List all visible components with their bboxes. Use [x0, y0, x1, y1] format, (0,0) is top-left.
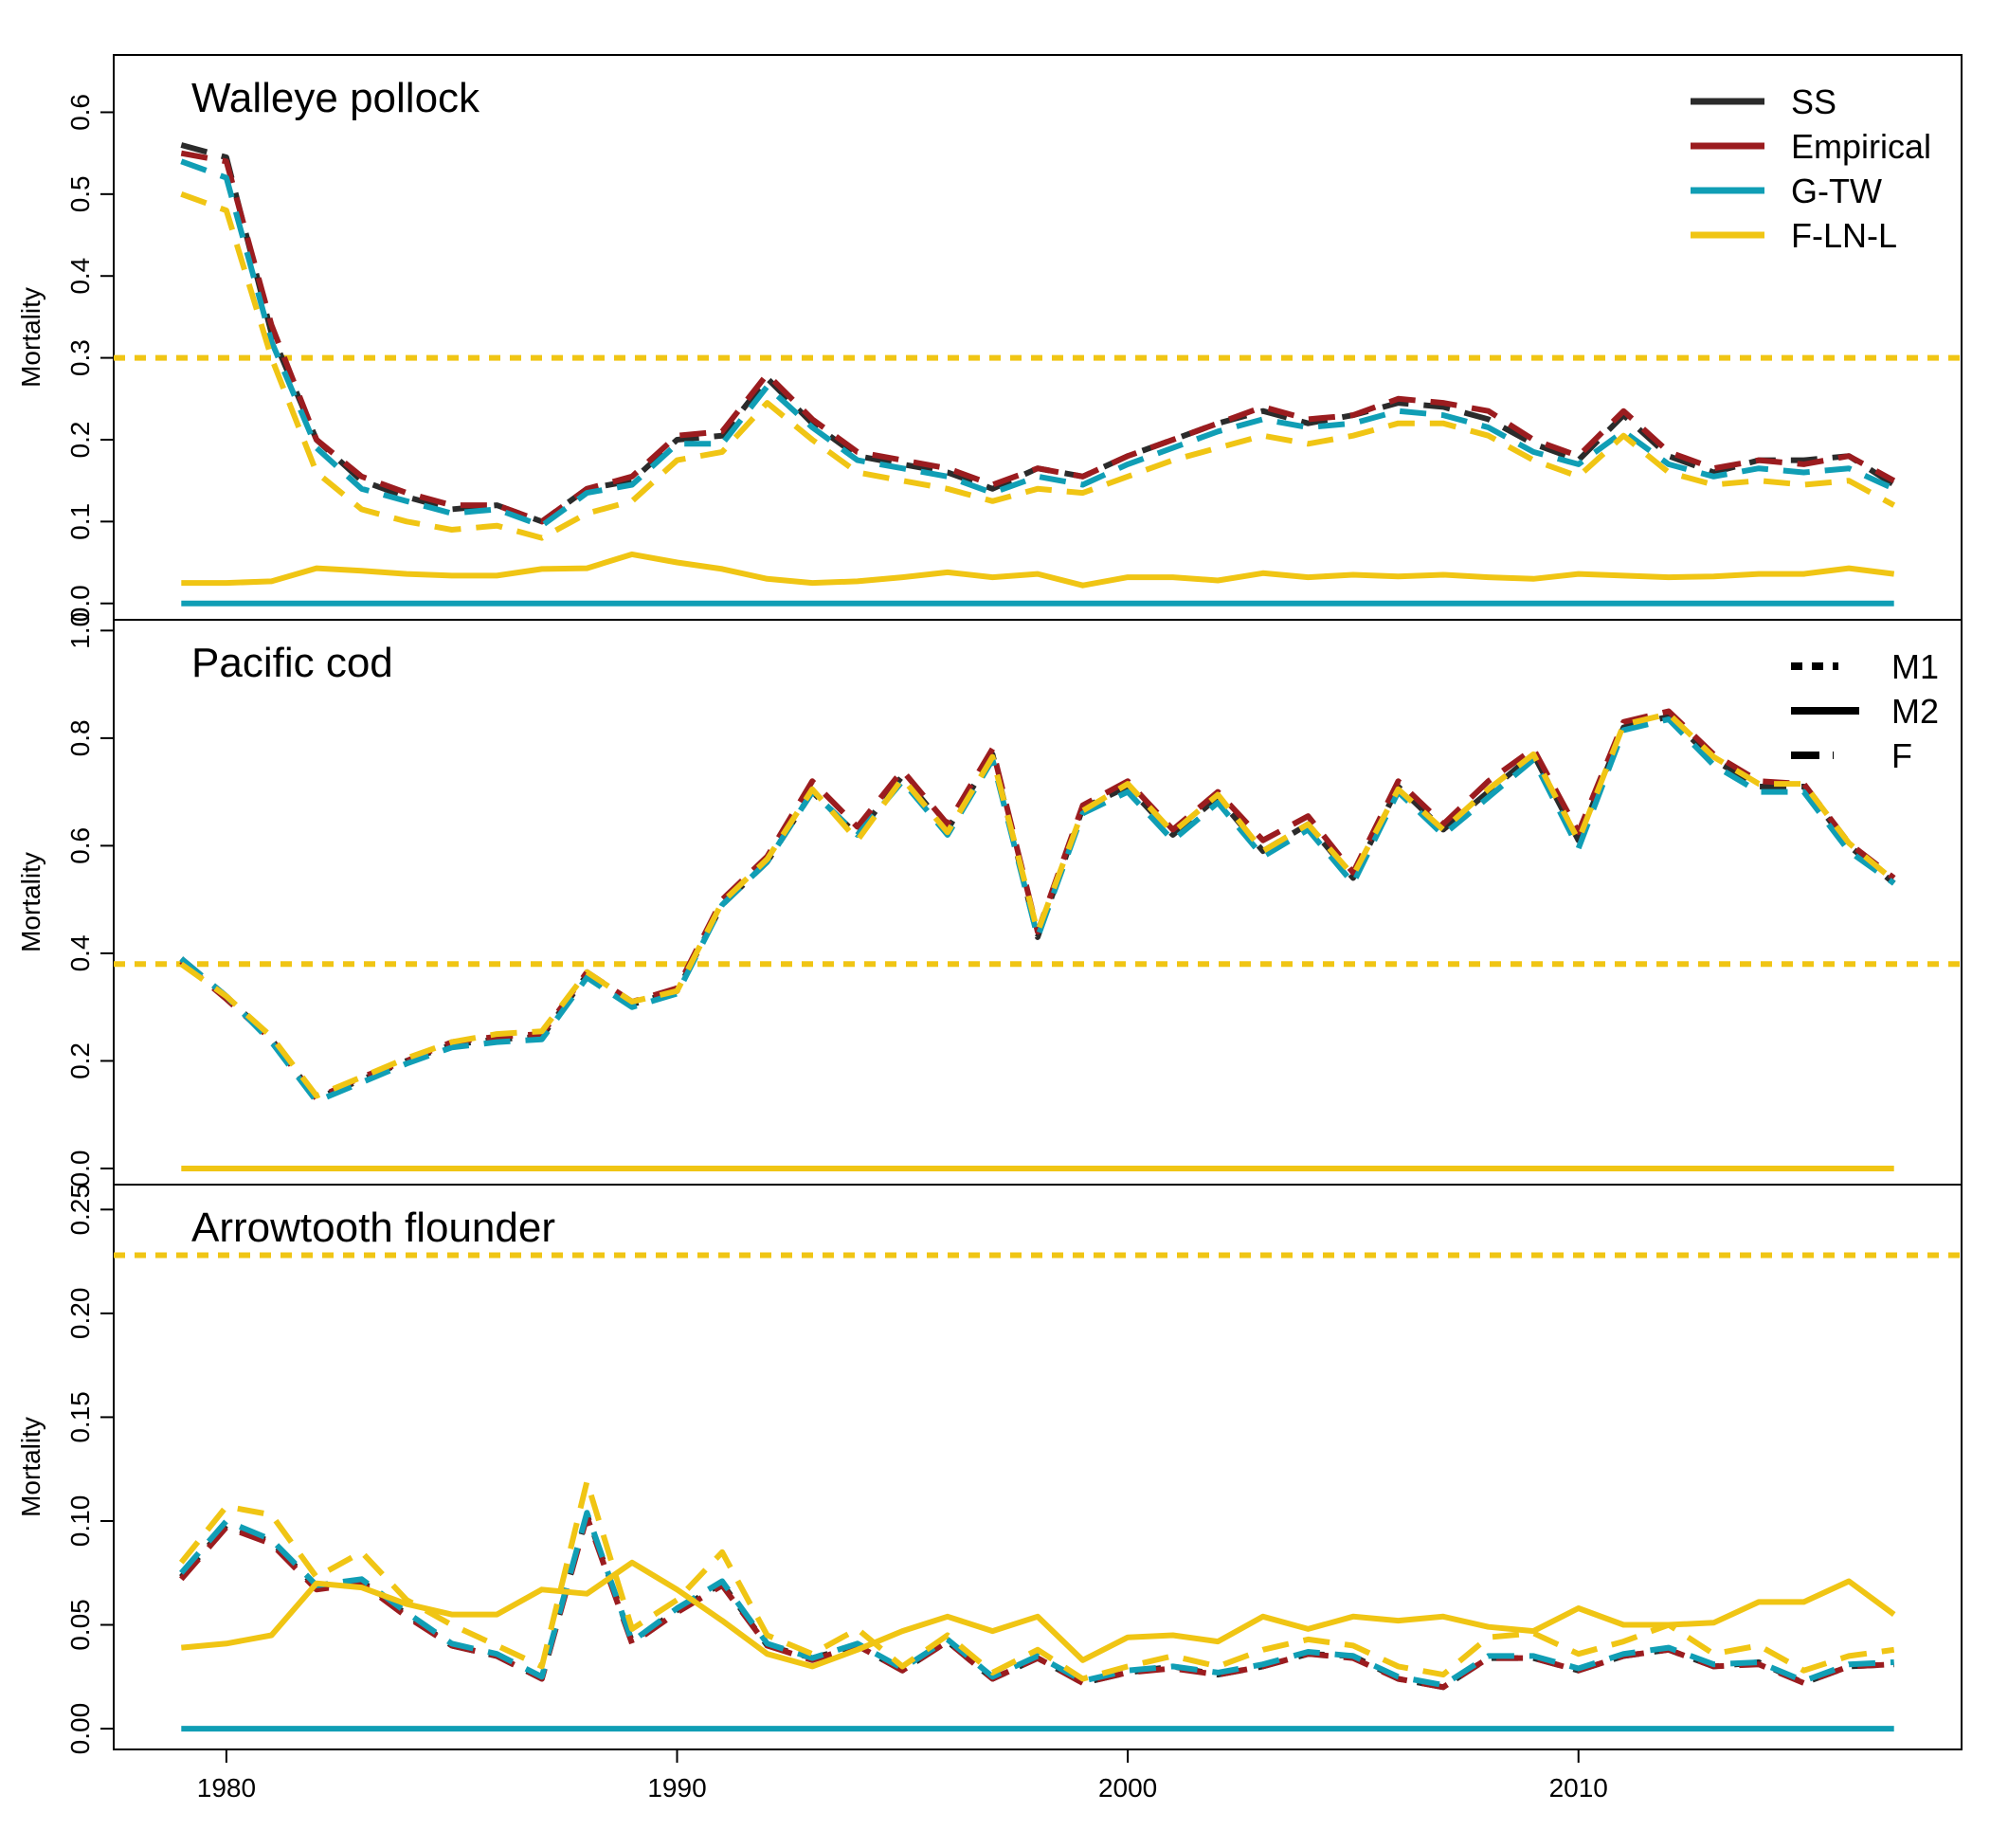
x-axis: 1980 1990 2000 2010 [197, 1748, 1608, 1803]
series-f-f-ln-l [180, 190, 1896, 541]
panel-title: Arrowtooth flounder [191, 1205, 555, 1251]
panel-frame [113, 619, 1963, 1186]
legend-label-f-ln-l: F-LN-L [1791, 216, 1897, 255]
legend-mortality-types: M1 M2 F [1791, 647, 1939, 775]
legend-label-m1: M1 [1891, 647, 1939, 686]
y-tick-label: 0.20 [65, 1288, 95, 1340]
panel-frame [113, 54, 1963, 621]
y-tick-label: 0.6 [65, 94, 95, 131]
series-f-f-ln-l [179, 711, 1896, 1099]
series-layer [114, 142, 1962, 607]
series-layer [114, 1252, 1962, 1732]
y-tick-label: 0.6 [65, 827, 95, 864]
legend-label-empirical: Empirical [1791, 127, 1931, 166]
y-tick-label: 0.8 [65, 719, 95, 756]
x-tick-label: 2010 [1549, 1773, 1608, 1803]
legend-label-m2: M2 [1891, 692, 1939, 731]
panel-arrowtooth-flounder: 0.00 0.05 0.10 0.15 0.20 0.25 Mortality Arrowto… [16, 1184, 1963, 1755]
panel-walleye-pollock: 0.0 0.1 0.2 0.3 0.4 0.5 0.6 Mortality Walleye po… [16, 54, 1963, 622]
y-tick-label: 0.2 [65, 422, 95, 459]
x-tick-label: 1990 [647, 1773, 706, 1803]
series-m2-f-ln-l [181, 551, 1895, 589]
x-tick-label: 2000 [1098, 1773, 1157, 1803]
series-m2-f-ln-l [181, 1559, 1896, 1670]
series-f-g-tw [179, 716, 1896, 1104]
series-f-g-tw [180, 158, 1895, 529]
legend-label-ss: SS [1791, 82, 1836, 121]
y-axis-label: Mortality [16, 852, 45, 952]
series-f-empirical [179, 708, 1896, 1102]
panel-title: Walleye pollock [191, 75, 480, 121]
legend-label-g-tw: G-TW [1791, 172, 1882, 210]
panel-pacific-cod: 0.0 0.2 0.4 0.6 0.8 1.0 Mortality Pacific cod [16, 612, 1963, 1187]
panel-title: Pacific cod [191, 640, 393, 686]
legend-label-f: F [1891, 736, 1912, 775]
y-tick-label: 0.10 [65, 1495, 95, 1548]
y-tick-label: 0.25 [65, 1184, 95, 1236]
x-tick-label: 1980 [197, 1773, 256, 1803]
y-tick-label: 0.4 [65, 934, 95, 971]
y-tick-label: 0.2 [65, 1042, 95, 1079]
y-axis-label: Mortality [16, 287, 45, 388]
series-f-f-ln-l [178, 1478, 1895, 1682]
series-f-empirical [179, 1513, 1894, 1691]
y-tick-label: 0.0 [65, 585, 95, 622]
legend-models: SS Empirical G-TW F-LN-L [1691, 82, 1931, 255]
series-f-empirical [180, 150, 1896, 525]
y-tick-label: 0.00 [65, 1703, 95, 1755]
series-f-ss [180, 142, 1896, 525]
y-tick-label: 0.05 [65, 1599, 95, 1651]
y-axis-label: Mortality [16, 1417, 45, 1517]
y-tick-label: 0.1 [65, 503, 95, 540]
y-tick-label: 1.0 [65, 612, 95, 649]
series-layer [114, 708, 1962, 1171]
series-f-g-tw [179, 1510, 1894, 1689]
y-tick-label: 0.3 [65, 339, 95, 376]
panel-frame [113, 1184, 1963, 1750]
y-tick-label: 0.5 [65, 175, 95, 212]
y-tick-label: 0.0 [65, 1150, 95, 1187]
y-tick-label: 0.15 [65, 1391, 95, 1443]
y-tick-label: 0.4 [65, 258, 95, 295]
series-f-ss [179, 714, 1896, 1102]
